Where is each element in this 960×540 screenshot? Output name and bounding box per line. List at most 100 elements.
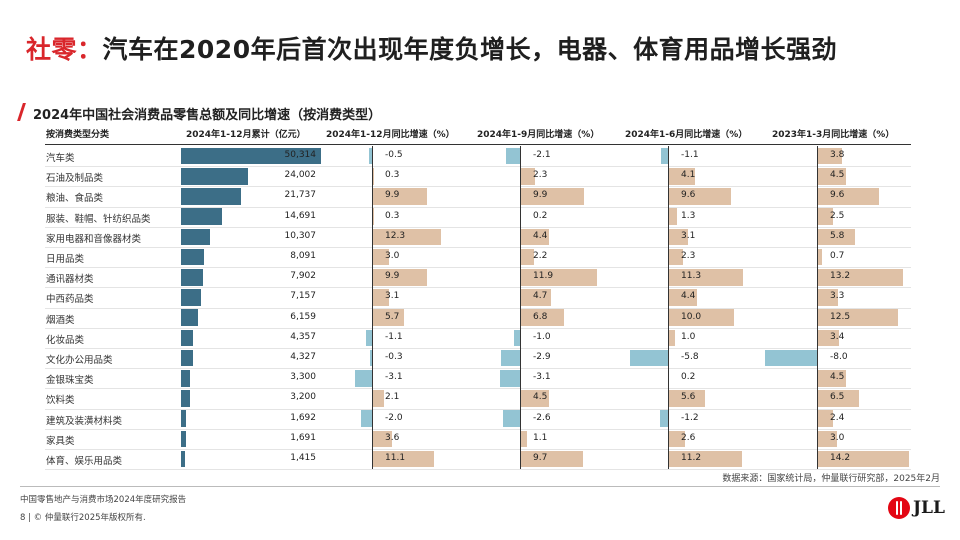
growth-value: 12.5 [830, 311, 851, 322]
growth-value: 4.4 [533, 230, 548, 241]
row-divider [45, 267, 911, 269]
growth-bar [817, 147, 842, 165]
growth-bar [668, 329, 675, 347]
growth-value: 4.4 [681, 291, 696, 302]
chart-title: 2024年中国社会消费品零售总额及同比增速（按消费类型） [33, 108, 382, 123]
growth-value: 1.0 [681, 331, 696, 342]
growth-bar [817, 289, 839, 306]
total-bar [181, 228, 210, 246]
growth-value: 2.2 [533, 251, 548, 261]
jll-logo-text: JLL [913, 498, 945, 518]
growth-value: -0.3 [385, 352, 403, 362]
total-bar [181, 168, 248, 185]
total-bar [181, 370, 191, 387]
total-bar [181, 390, 190, 407]
growth-value: 9.9 [385, 271, 400, 282]
growth-bar [817, 329, 840, 347]
growth-value: 1.3 [681, 210, 696, 221]
growth-value: 11.3 [681, 271, 702, 282]
category-label: 汽车类 [46, 153, 75, 164]
total-value: 3,200 [290, 392, 316, 403]
growth-bar [520, 309, 565, 326]
growth-value: 3.6 [385, 432, 400, 443]
growth-bar [372, 309, 404, 326]
row-divider [45, 368, 911, 370]
category-label: 家具类 [46, 435, 75, 447]
total-value: 21,737 [284, 190, 317, 201]
row-divider [45, 307, 911, 309]
growth-bar [817, 410, 833, 427]
growth-bar [668, 188, 732, 205]
growth-value: -2.1 [533, 150, 551, 160]
growth-bar [668, 450, 742, 468]
growth-value: 2.4 [830, 412, 845, 423]
growth-value: 5.8 [830, 230, 845, 241]
growth-bar [520, 188, 585, 205]
row-divider [45, 428, 911, 430]
growth-value: 9.9 [533, 190, 548, 201]
growth-bar [360, 410, 372, 427]
category-label: 日用品类 [46, 254, 85, 265]
growth-value: 2.3 [533, 170, 548, 181]
growth-bar [668, 208, 677, 225]
growth-value: 13.2 [830, 271, 851, 282]
growth-value: -0.5 [385, 150, 403, 160]
category-label: 文化办公用品类 [46, 355, 113, 366]
growth-bar [372, 430, 393, 448]
total-value: 6,159 [290, 311, 316, 322]
growth-bar [501, 349, 520, 367]
growth-bar [520, 289, 551, 306]
growth-bar [520, 390, 550, 407]
total-value: 50,314 [284, 150, 317, 160]
growth-value: -1.2 [681, 412, 699, 423]
total-value: 10,307 [284, 230, 317, 241]
row-divider [45, 327, 911, 329]
category-label: 饮料类 [46, 395, 75, 407]
growth-value: 0.2 [681, 372, 696, 383]
growth-value: 0.3 [385, 210, 400, 221]
total-value: 14,691 [284, 210, 317, 221]
growth-bar [817, 450, 910, 468]
header-total: 2024年1-12月累计（亿元） [186, 130, 306, 140]
header-divider [45, 144, 911, 145]
growth-value: -2.6 [533, 412, 551, 423]
growth-value: 11.2 [681, 453, 702, 463]
growth-value: 2.6 [681, 432, 696, 443]
growth-bar [817, 430, 837, 448]
total-bar [181, 248, 204, 266]
growth-value: -5.8 [681, 352, 699, 362]
growth-bar [817, 390, 860, 407]
row-divider [45, 348, 911, 349]
header-growth-2024-6m: 2024年1-6月同比增速（%） [625, 130, 748, 140]
growth-value: 3.0 [830, 432, 845, 443]
growth-bar [370, 349, 372, 367]
growth-value: 0.2 [533, 210, 548, 221]
growth-bar [765, 349, 817, 367]
growth-bar [520, 450, 584, 468]
growth-value: 3.3 [830, 291, 845, 302]
growth-bar [520, 269, 598, 286]
growth-bar [817, 188, 880, 205]
growth-value: 11.9 [533, 271, 554, 282]
growth-value: 2.1 [385, 392, 400, 403]
growth-value: -2.0 [385, 412, 403, 423]
growth-bar [668, 248, 684, 266]
category-label: 金银珠宝类 [46, 375, 94, 387]
growth-bar [817, 309, 899, 326]
header-growth-2023-3m: 2023年1-3月同比增速（%） [772, 130, 895, 140]
jll-logo-icon [888, 497, 910, 519]
total-bar [181, 450, 185, 468]
growth-bar [520, 228, 549, 246]
category-label: 烟酒类 [46, 314, 75, 326]
total-bar [181, 329, 194, 347]
growth-value: -1.1 [385, 331, 403, 342]
row-divider [45, 469, 911, 471]
total-value: 1,692 [290, 412, 316, 423]
growth-value: 2.5 [830, 210, 845, 221]
total-bar [181, 430, 186, 448]
growth-bar [520, 430, 528, 448]
header-category: 按消费类型分类 [46, 130, 110, 140]
growth-bar [513, 329, 520, 347]
growth-bar [817, 370, 847, 387]
growth-bar [372, 390, 384, 407]
